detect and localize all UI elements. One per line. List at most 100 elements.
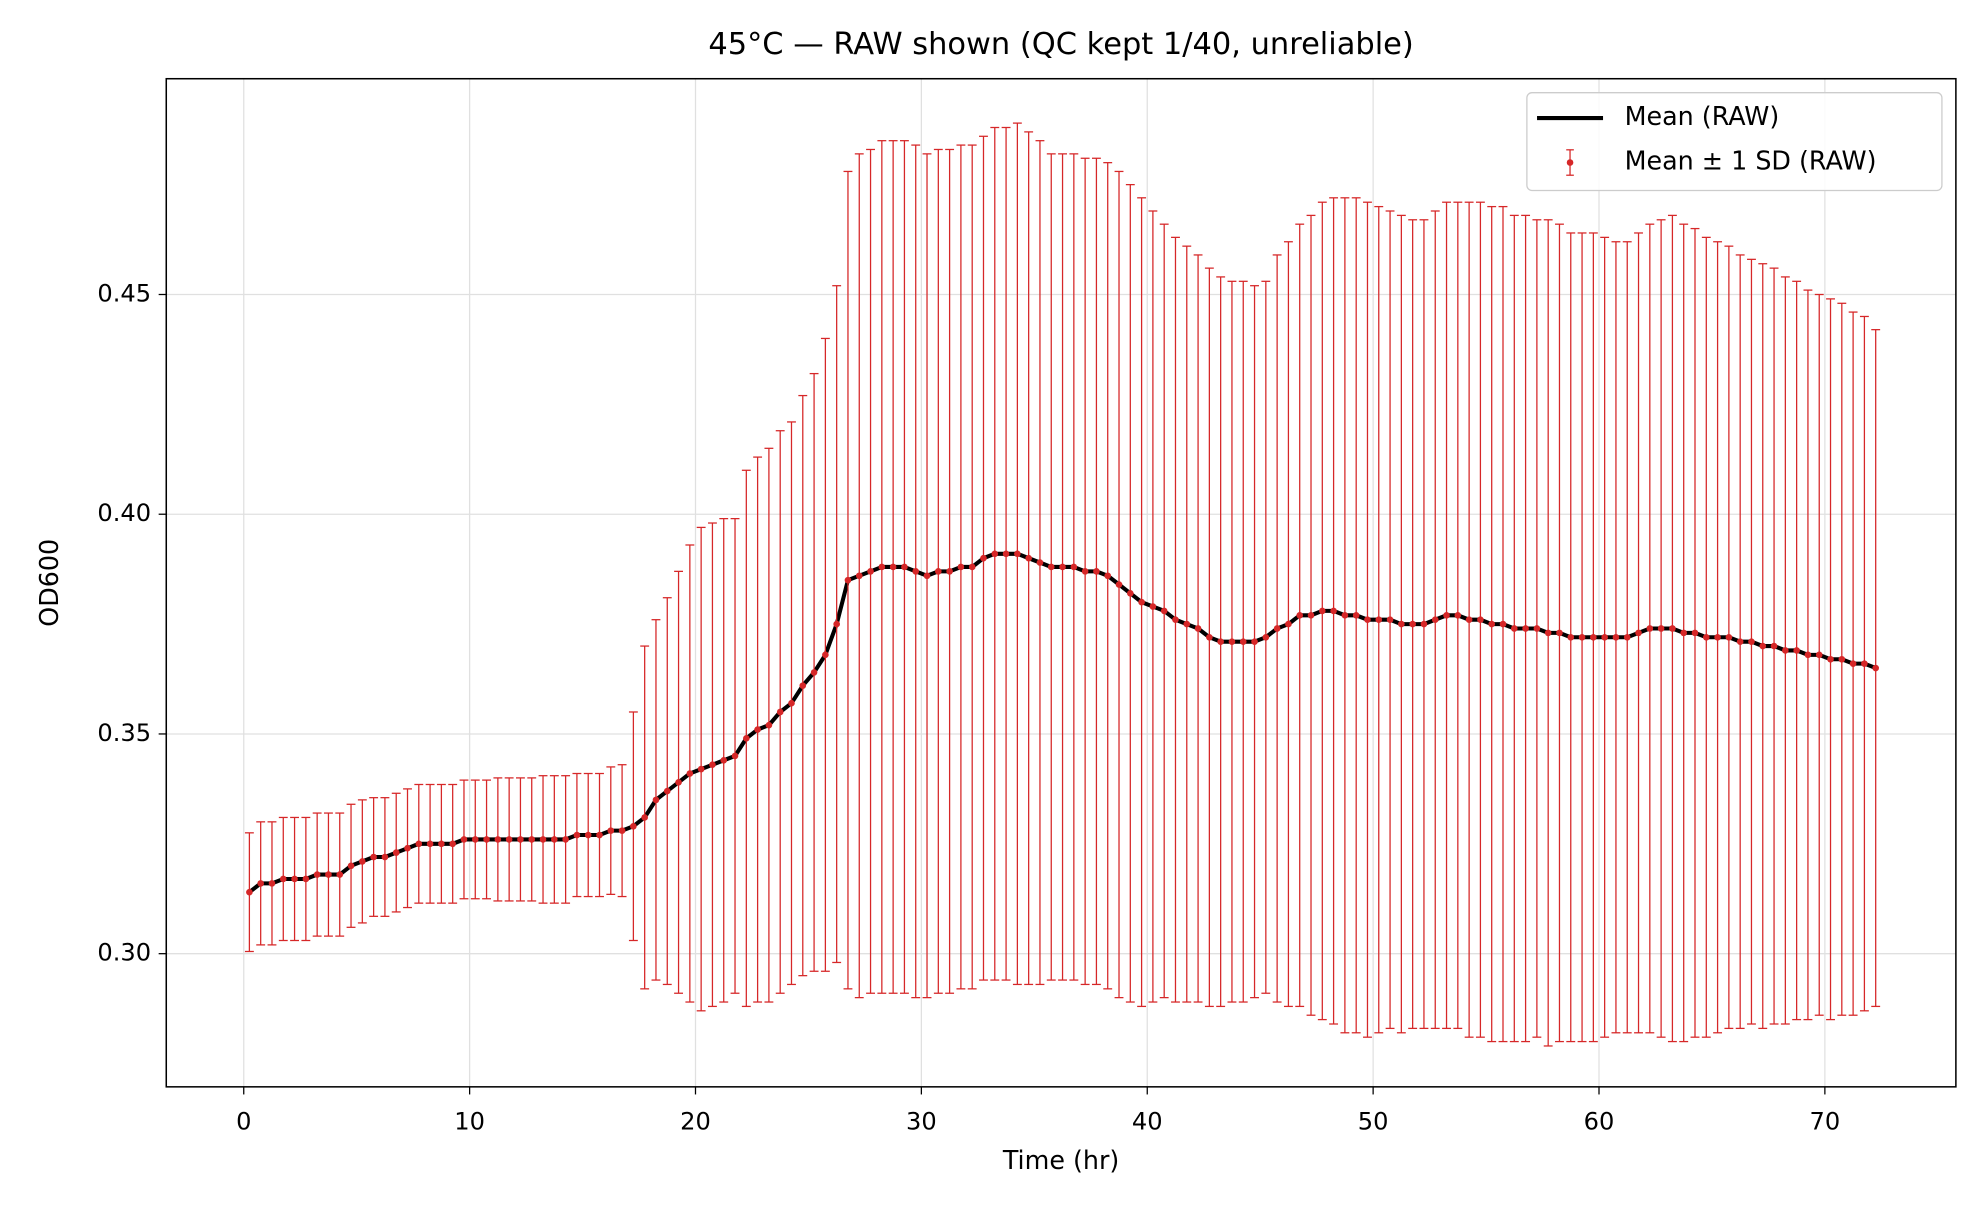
mean-point [1183,620,1191,628]
mean-point [1815,651,1823,659]
mean-point [630,822,637,830]
mean-point [562,836,569,843]
mean-point [1047,563,1055,571]
mean-point [1465,616,1473,623]
mean-point [336,871,344,878]
x-tick-label: 20 [680,1107,711,1135]
mean-point [709,761,716,769]
mean-point [1556,629,1563,637]
mean-point [1104,572,1112,580]
mean-point [1499,620,1507,628]
mean-point [1330,607,1337,615]
mean-point [1635,629,1642,637]
mean-point [1793,647,1800,654]
mean-point [1838,655,1846,663]
mean-point [1533,625,1541,632]
mean-point [618,827,626,834]
mean-point [381,853,389,861]
mean-point [528,836,536,843]
mean-point [449,840,456,848]
mean-point [313,871,321,878]
mean-point [799,682,807,689]
mean-point [471,836,479,843]
mean-point [1194,625,1202,632]
mean-point [1646,625,1654,632]
legend-box [1526,92,1943,192]
mean-point [1285,620,1292,628]
mean-point [392,849,400,856]
mean-point [878,563,886,571]
mean-point [1262,633,1270,641]
mean-point [765,721,773,729]
mean-point [1296,611,1304,619]
mean-point [1409,620,1416,628]
mean-point [855,572,863,580]
mean-point [291,875,298,883]
mean-point [1861,660,1868,667]
mean-point [822,651,829,659]
mean-point [257,880,264,887]
mean-point [551,836,558,843]
mean-point [517,836,524,843]
mean-point [505,836,513,843]
mean-point [675,778,682,786]
mean-point [1544,629,1552,637]
mean-point [415,840,423,848]
mean-point [1431,616,1439,623]
y-tick-label: 0.45 [97,279,151,307]
mean-point [370,853,377,861]
mean-point [1669,625,1676,632]
mean-point [1127,590,1134,597]
mean-point [1160,607,1168,615]
mean-point [776,708,784,716]
legend-swatch [1566,159,1574,166]
mean-point [923,572,931,580]
mean-point [1567,633,1575,641]
chart-title: 45°C — RAW shown (QC kept 1/40, unreliab… [708,27,1413,62]
mean-point [1115,581,1123,588]
mean-point [1036,559,1044,566]
mean-point [901,563,908,571]
mean-point [1477,616,1484,623]
mean-point [268,880,276,887]
y-tick-label: 0.35 [97,719,151,747]
mean-point [279,875,287,883]
mean-point [1488,620,1496,628]
mean-point [1872,664,1879,672]
mean-point [1375,616,1383,623]
mean-point [1680,629,1688,637]
x-tick-label: 30 [906,1107,937,1135]
mean-point [460,836,468,843]
mean-point [867,568,874,575]
mean-point [1070,563,1078,571]
mean-point [1782,647,1789,654]
mean-point [1138,598,1145,606]
legend-label: Mean (RAW) [1625,101,1780,131]
mean-point [743,735,750,742]
mean-point [844,576,852,584]
mean-point [946,568,953,575]
mean-point [1714,633,1721,641]
mean-point [697,765,705,773]
y-tick-label: 0.40 [97,499,151,527]
mean-point [991,550,999,558]
mean-point [1590,633,1597,641]
mean-point [1770,642,1778,650]
mean-point [980,554,987,562]
mean-point [754,726,761,733]
mean-point [1014,550,1021,558]
mean-point [1364,616,1371,623]
mean-point [426,840,434,848]
x-tick-label: 60 [1584,1107,1615,1135]
mean-point [438,840,445,848]
mean-point [731,752,739,760]
mean-point [539,836,547,843]
mean-point [1149,603,1157,610]
mean-point [1702,633,1710,641]
legend-label: Mean ± 1 SD (RAW) [1625,146,1877,176]
mean-point [1081,568,1089,575]
mean-point [641,814,648,821]
mean-point [1172,616,1179,623]
